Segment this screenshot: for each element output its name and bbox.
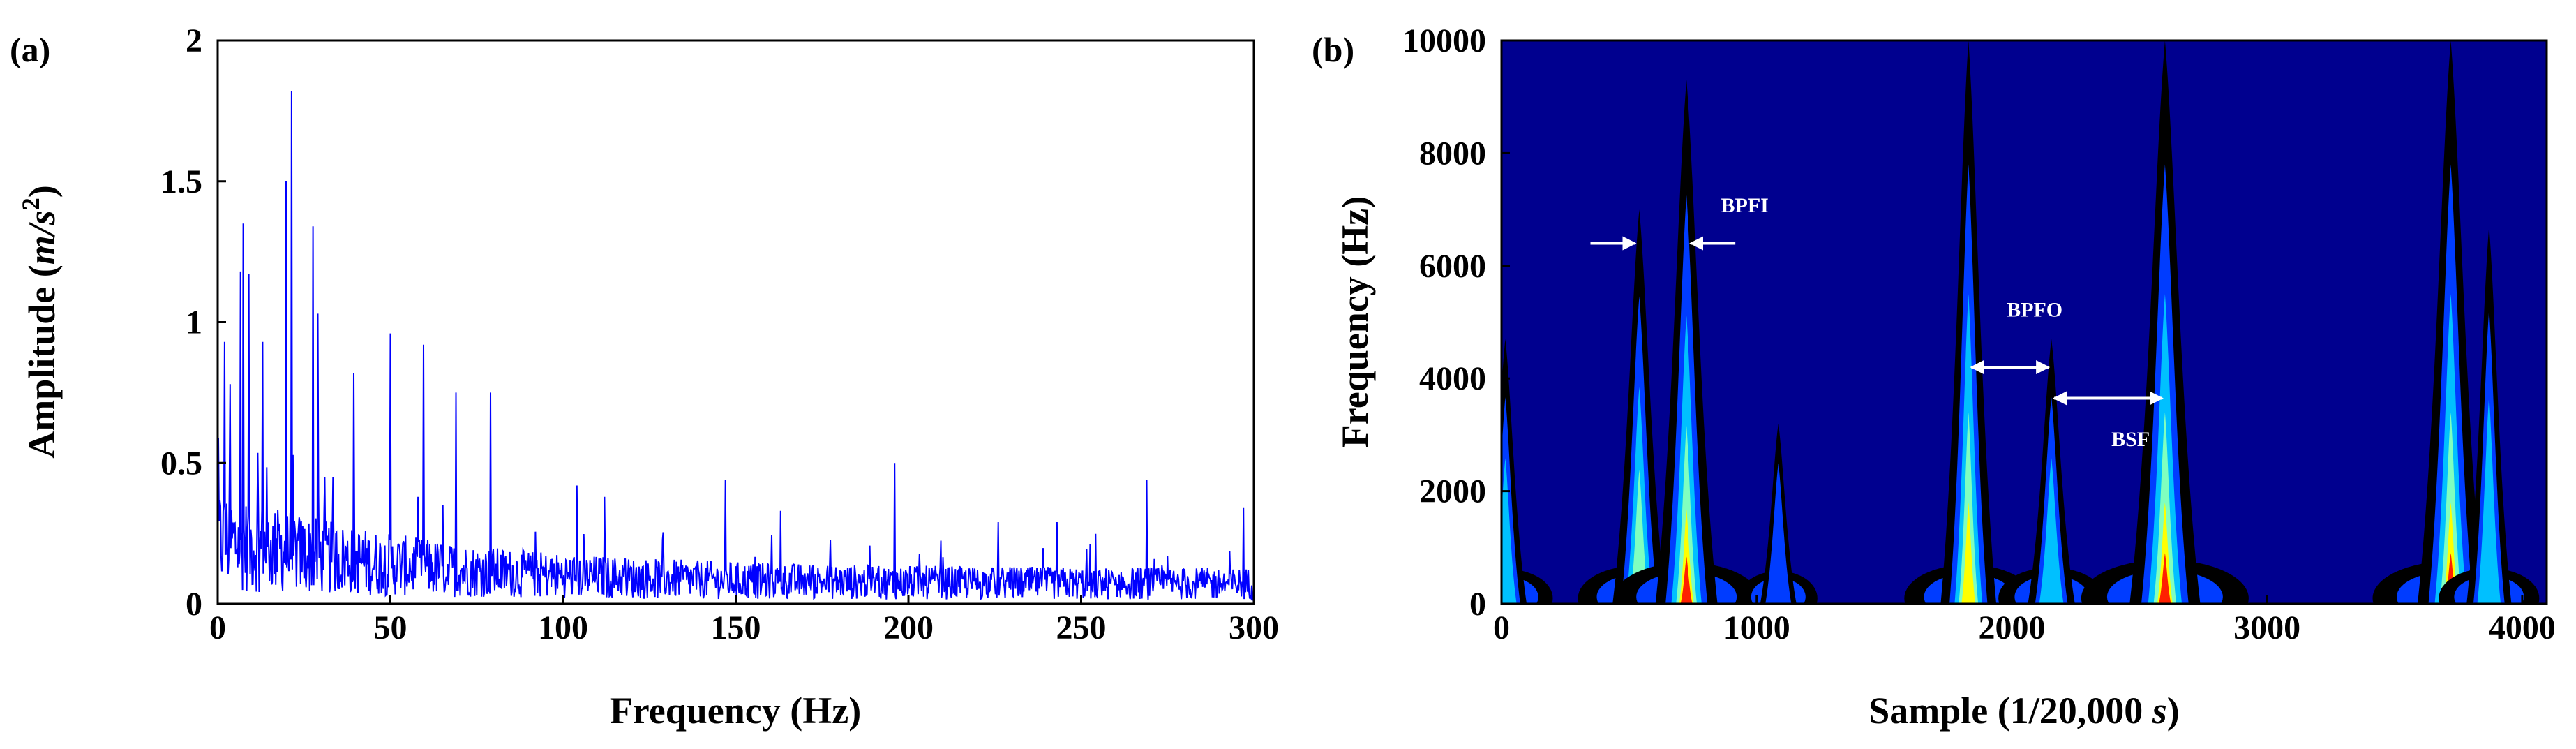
- y-tick-label: 0.5: [160, 445, 202, 482]
- y-tick-label: 2000: [1419, 473, 1486, 510]
- x-tick-label: 200: [883, 609, 934, 646]
- x-tick-label: 1000: [1723, 609, 1790, 646]
- panel-b-axes-frame: [1500, 39, 2548, 605]
- impulse-contour: [2439, 226, 2540, 604]
- panel-a: (a) 0 50 100 150 200 250 300 0 0.5 1 1.5 2 Frequenc…: [10, 22, 1279, 732]
- impulse-contour: [1502, 339, 1553, 604]
- fault-frequency-label: BSF: [2111, 428, 2150, 451]
- x-tick-label: 2000: [1978, 609, 2045, 646]
- y-tick-label: 2: [186, 22, 202, 59]
- panel-b-ticks: 0 1000 2000 3000 4000 0 2000 4000 6000 8000 10000: [1402, 22, 2556, 646]
- x-tick-label: 300: [1229, 609, 1279, 646]
- impulse-contour-level: [2477, 396, 2501, 604]
- panel-b-label: (b): [1312, 30, 1354, 69]
- x-tick-label: 50: [374, 609, 407, 646]
- spectrogram-background: [1502, 40, 2547, 604]
- x-tick-label: 150: [711, 609, 761, 646]
- impulse-contour-level: [2039, 458, 2064, 604]
- x-tick-label: 4000: [2489, 609, 2556, 646]
- fault-frequency-label: BPFO: [2007, 298, 2062, 321]
- panel-b-y-axis-label: Frequency (Hz): [1334, 196, 1376, 447]
- x-tick-label: 250: [1056, 609, 1107, 646]
- fault-frequency-arrows: [1590, 236, 2164, 406]
- impulse-contour: [1614, 80, 1760, 604]
- panel-b: (b) BPFI BPFO BSF 0 1000 2000 3000 4000 0 2000 40…: [1312, 22, 2556, 732]
- impulse-contour: [1904, 40, 2033, 604]
- y-tick-label: 6000: [1419, 248, 1486, 285]
- amplitude-spectrum-line: [217, 91, 1255, 602]
- spectrogram-contours: [1502, 40, 2540, 604]
- panel-a-ticks: 0 50 100 150 200 250 300 0 0.5 1 1.5 2: [160, 22, 1279, 646]
- panel-b-x-axis-label: Sample (1/20,000 s): [1869, 690, 2180, 732]
- panel-a-label: (a): [10, 30, 50, 69]
- impulse-contour: [2372, 40, 2529, 604]
- x-tick-label: 100: [538, 609, 588, 646]
- amplitude-spectrum-series: [217, 91, 1255, 602]
- panel-a-y-axis-label: Amplitude (m/s2): [17, 185, 63, 459]
- impulse-contour-level: [2159, 553, 2171, 604]
- y-tick-label: 0: [1469, 586, 1486, 623]
- panel-a-axes-frame: [216, 39, 1255, 605]
- x-tick-label: 0: [1493, 609, 1510, 646]
- x-tick-label: 0: [209, 609, 226, 646]
- x-tick-label: 3000: [2233, 609, 2300, 646]
- impulse-contour-level: [1502, 458, 1517, 604]
- impulse-contour-level: [1765, 463, 1792, 604]
- y-tick-label: 1.5: [160, 163, 202, 200]
- impulse-contour-level: [1680, 556, 1693, 604]
- impulse-contour: [1739, 423, 1818, 604]
- impulse-contour-level: [1961, 502, 1976, 604]
- impulse-contour: [1998, 339, 2105, 604]
- panel-a-x-axis-label: Frequency (Hz): [610, 690, 861, 732]
- fault-frequency-label: BPFI: [1721, 194, 1769, 217]
- y-tick-label: 8000: [1419, 135, 1486, 172]
- y-tick-label: 1: [186, 304, 202, 341]
- y-tick-label: 0: [186, 586, 202, 623]
- impulse-contour: [2081, 40, 2249, 604]
- y-tick-label: 4000: [1419, 360, 1486, 397]
- y-tick-label: 10000: [1402, 22, 1486, 59]
- fault-frequency-labels: BPFI BPFO BSF: [1721, 194, 2150, 451]
